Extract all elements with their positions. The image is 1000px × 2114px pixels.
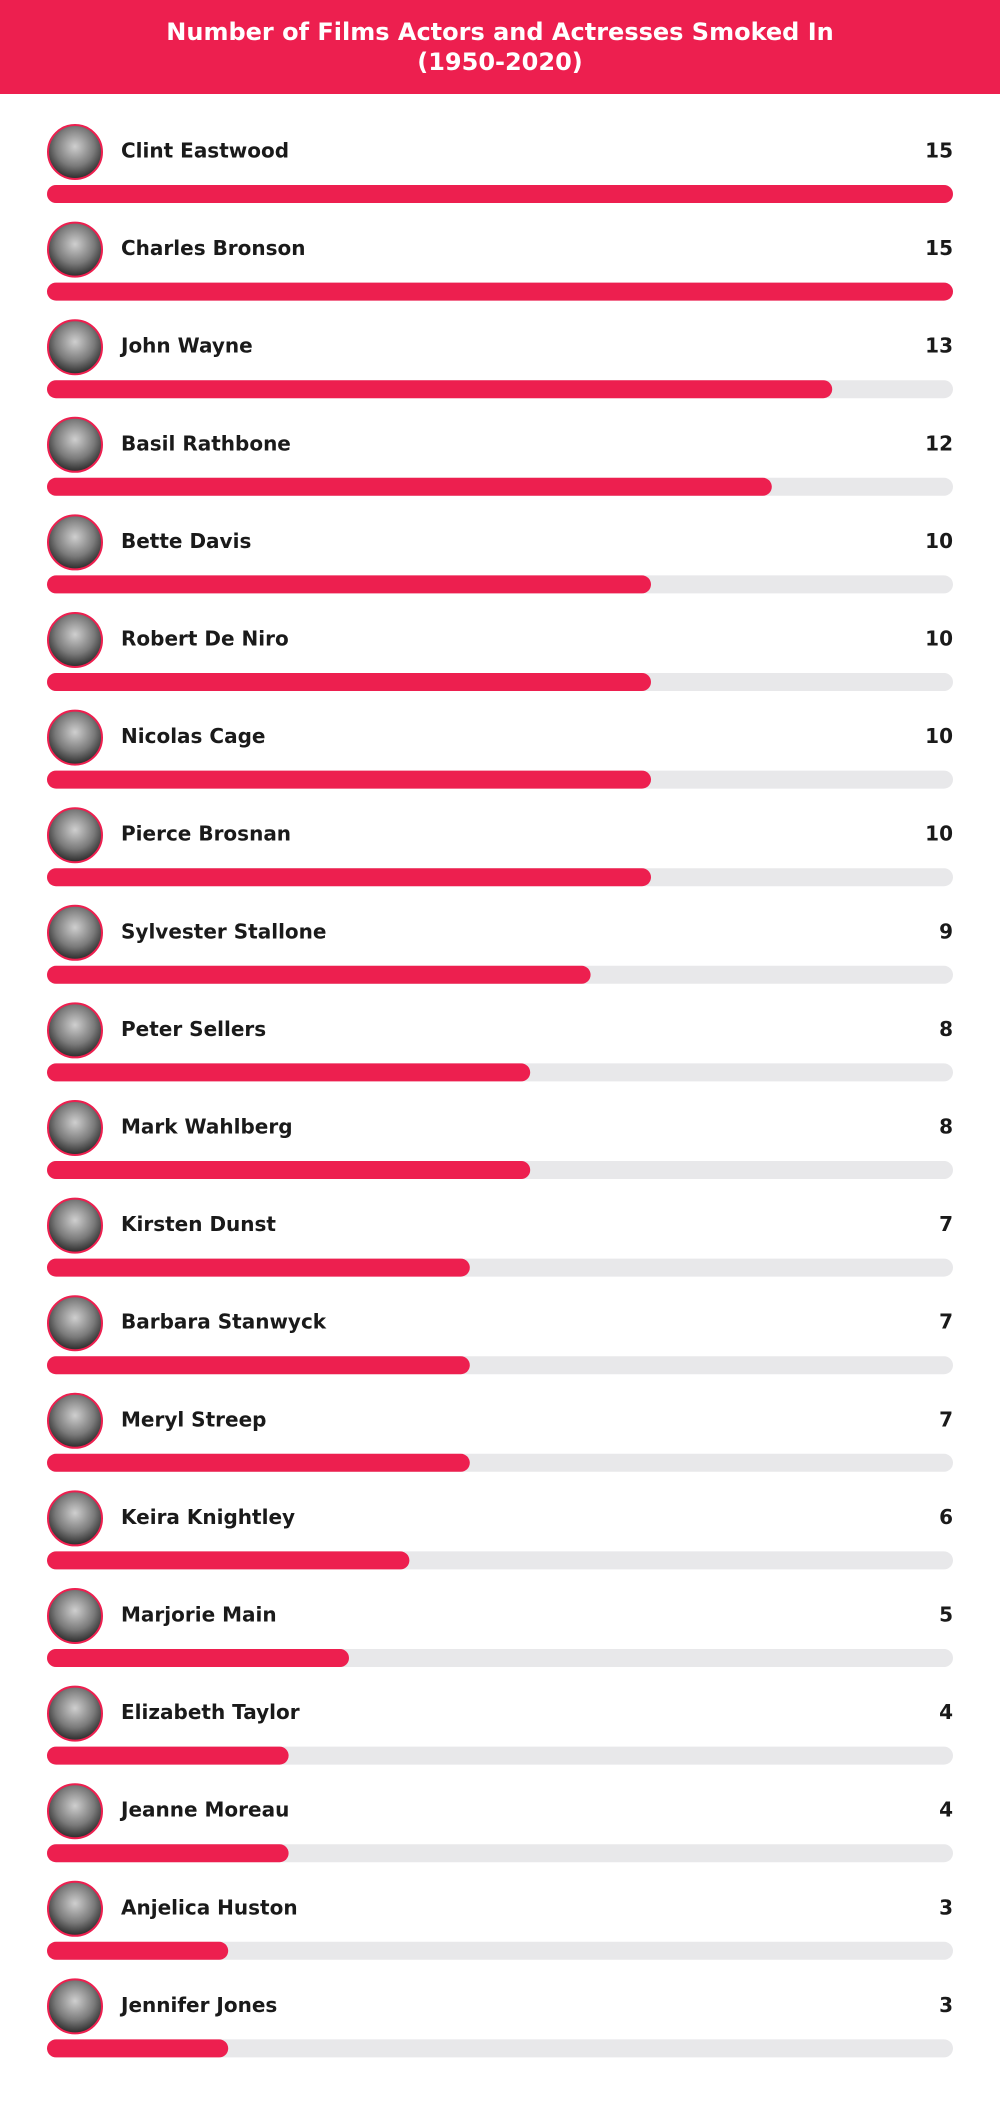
- avatar: [47, 807, 103, 864]
- name-label: Clint Eastwood: [121, 139, 289, 163]
- avatar: [47, 416, 103, 473]
- avatar: [47, 612, 103, 668]
- name-label: Barbara Stanwyck: [121, 1310, 327, 1334]
- avatar: [47, 221, 103, 278]
- bar: [47, 282, 953, 301]
- avatar: [47, 904, 103, 961]
- chart-title: Number of Films Actors and Actresses Smo…: [166, 18, 834, 76]
- avatar: [47, 1392, 103, 1449]
- name-label: Charles Bronson: [121, 236, 306, 260]
- bar-track: [47, 1941, 953, 1960]
- name-label: Elizabeth Taylor: [121, 1700, 300, 1724]
- bar: [47, 1258, 470, 1277]
- value-label: 4: [939, 1798, 953, 1822]
- value-label: 7: [939, 1212, 953, 1236]
- value-label: 7: [939, 1310, 953, 1334]
- avatar: [47, 124, 103, 180]
- name-label: Jeanne Moreau: [119, 1798, 289, 1822]
- value-label: 3: [939, 1993, 953, 2017]
- avatar: [47, 1783, 103, 1840]
- bar: [47, 1356, 470, 1375]
- value-label: 6: [939, 1505, 953, 1529]
- avatar: [47, 1197, 103, 1254]
- avatar: [47, 319, 103, 376]
- chart: Clint Eastwood 15 Charles Bronson 15 John Wa…: [47, 124, 953, 2058]
- bar: [47, 1453, 470, 1472]
- value-label: 4: [939, 1700, 953, 1724]
- bar: [47, 1844, 289, 1863]
- value-label: 15: [925, 236, 953, 260]
- name-label: Mark Wahlberg: [121, 1115, 293, 1139]
- bar-track: [47, 2039, 953, 2058]
- bar: [47, 1161, 531, 1179]
- header: Number of Films Actors and Actresses Smo…: [0, 0, 1000, 94]
- bar: [47, 1941, 229, 1960]
- bar: [47, 965, 591, 984]
- avatar: [47, 1490, 103, 1547]
- avatar: [47, 1100, 103, 1156]
- name-label: John Wayne: [119, 334, 253, 358]
- bar: [47, 380, 833, 399]
- name-label: Pierce Brosnan: [121, 822, 291, 846]
- bar: [47, 2039, 229, 2058]
- avatar: [47, 1588, 103, 1644]
- name-label: Bette Davis: [121, 529, 251, 553]
- value-label: 10: [925, 822, 953, 846]
- name-label: Anjelica Huston: [121, 1895, 298, 1919]
- bar: [47, 1746, 289, 1765]
- value-label: 8: [939, 1017, 953, 1041]
- value-label: 5: [939, 1603, 953, 1627]
- bar: [47, 673, 651, 691]
- bar: [47, 1649, 349, 1667]
- name-label: Peter Sellers: [121, 1017, 266, 1041]
- value-label: 13: [925, 334, 953, 358]
- value-label: 3: [939, 1895, 953, 1919]
- avatar: [47, 1978, 103, 2035]
- bar: [47, 1551, 410, 1570]
- avatar: [47, 709, 103, 766]
- name-label: Keira Knightley: [121, 1505, 295, 1529]
- value-label: 12: [925, 431, 953, 455]
- name-label: Kirsten Dunst: [121, 1212, 276, 1236]
- name-label: Sylvester Stallone: [121, 919, 326, 943]
- value-label: 10: [925, 529, 953, 553]
- name-label: Jennifer Jones: [119, 1993, 277, 2017]
- bar: [47, 868, 651, 887]
- name-label: Basil Rathbone: [121, 431, 291, 455]
- bar: [47, 1063, 531, 1082]
- avatar: [47, 1880, 103, 1937]
- bar: [47, 477, 772, 496]
- value-label: 8: [939, 1115, 953, 1139]
- avatar: [47, 1295, 103, 1352]
- name-label: Marjorie Main: [121, 1603, 277, 1627]
- value-label: 10: [925, 724, 953, 748]
- bar: [47, 770, 651, 789]
- name-label: Nicolas Cage: [121, 724, 265, 748]
- value-label: 10: [925, 627, 953, 651]
- name-label: Meryl Streep: [121, 1407, 266, 1431]
- name-label: Robert De Niro: [121, 627, 289, 651]
- avatar: [47, 1002, 103, 1059]
- bar: [47, 575, 651, 594]
- value-label: 7: [939, 1407, 953, 1431]
- value-label: 15: [925, 139, 953, 163]
- bar: [47, 185, 953, 203]
- avatar: [47, 1685, 103, 1742]
- avatar: [47, 514, 103, 571]
- value-label: 9: [939, 919, 953, 943]
